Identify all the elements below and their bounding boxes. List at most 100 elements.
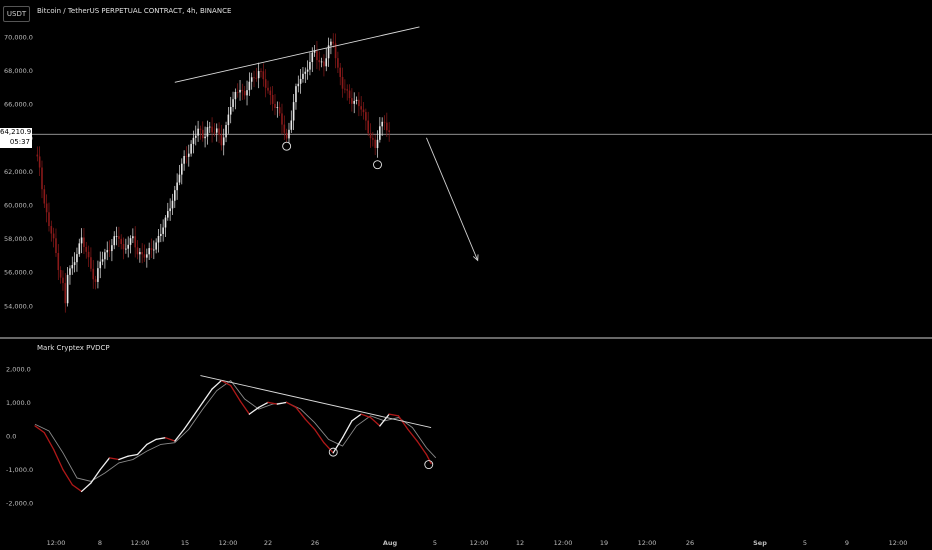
candle-down bbox=[241, 89, 244, 92]
candle-up bbox=[104, 252, 106, 260]
candle-up bbox=[239, 89, 241, 93]
x-tick-label: 12:00 bbox=[47, 539, 66, 547]
indicator-line-segment bbox=[248, 406, 260, 415]
candle-up bbox=[248, 81, 251, 91]
candle-down bbox=[362, 109, 365, 113]
indicator-line-segment bbox=[397, 415, 409, 430]
projection-arrow-head bbox=[472, 254, 479, 262]
candle-down bbox=[369, 133, 372, 139]
candle-down bbox=[64, 283, 67, 304]
candle-up bbox=[99, 261, 102, 269]
candle-up bbox=[66, 274, 69, 304]
last-price-value: 64,210.9 bbox=[0, 128, 32, 136]
candle-down bbox=[323, 61, 325, 67]
candle-up bbox=[227, 114, 230, 126]
candle-up bbox=[250, 77, 253, 82]
x-tick-label: 26 bbox=[311, 539, 319, 547]
indicator-line-segment bbox=[267, 401, 278, 405]
candle-up bbox=[106, 250, 109, 253]
indicator-line-segment bbox=[71, 484, 83, 493]
candle-down bbox=[372, 138, 374, 140]
candle-down bbox=[278, 107, 281, 114]
candle-down bbox=[365, 112, 367, 121]
candle-up bbox=[176, 182, 178, 191]
candle-up bbox=[313, 50, 316, 53]
indicator-line-segment bbox=[118, 455, 129, 461]
indicator-line-segment bbox=[379, 413, 390, 427]
candle-up bbox=[299, 78, 302, 84]
candle-up bbox=[174, 190, 176, 201]
candle-down bbox=[45, 203, 48, 213]
indicator-trendline bbox=[200, 375, 432, 429]
candle-up bbox=[376, 139, 379, 149]
candle-up bbox=[132, 236, 134, 239]
indicator-line-segment bbox=[239, 400, 251, 415]
candle-down bbox=[134, 236, 136, 248]
candle-down bbox=[201, 129, 204, 139]
candle-up bbox=[379, 126, 381, 140]
x-tick-label: 19 bbox=[600, 539, 608, 547]
candle-down bbox=[52, 233, 55, 239]
candle-up bbox=[215, 128, 218, 133]
candle-down bbox=[220, 134, 223, 146]
y-tick-label: 66,000.0 bbox=[4, 101, 33, 109]
candle-up bbox=[157, 235, 160, 243]
y-tick-label: 68,000.0 bbox=[4, 67, 33, 75]
indicator-y-tick-label: 0.0 bbox=[6, 433, 16, 441]
candle-up bbox=[139, 251, 141, 255]
candle-up bbox=[292, 102, 295, 121]
candle-up bbox=[325, 58, 328, 67]
candle-up bbox=[148, 248, 150, 255]
candle-up bbox=[353, 100, 356, 104]
indicator-line-segment bbox=[174, 428, 185, 442]
x-tick-label: 12:00 bbox=[554, 539, 573, 547]
projection-arrow-line bbox=[426, 137, 479, 261]
candle-up bbox=[206, 127, 209, 137]
indicator-line-segment bbox=[52, 448, 64, 471]
candle-down bbox=[346, 89, 349, 91]
candle-up bbox=[225, 125, 227, 138]
indicator-line-segment bbox=[146, 438, 157, 446]
candle-up bbox=[111, 245, 113, 252]
candle-up bbox=[302, 73, 304, 79]
y-tick-label: 70,000.0 bbox=[4, 34, 33, 42]
candle-up bbox=[169, 208, 171, 212]
candle-up bbox=[290, 120, 293, 130]
x-tick-label: 5 bbox=[433, 539, 437, 547]
currency-badge[interactable]: USDT bbox=[3, 6, 30, 22]
candle-down bbox=[334, 43, 337, 59]
candle-up bbox=[190, 143, 192, 154]
candle-down bbox=[57, 253, 60, 270]
candle-up bbox=[257, 71, 260, 79]
candle-up bbox=[129, 238, 132, 245]
candle-up bbox=[327, 45, 330, 59]
x-tick-label: 22 bbox=[264, 539, 272, 547]
indicator-line-segment bbox=[108, 457, 120, 461]
candle-down bbox=[341, 76, 344, 89]
candle-down bbox=[199, 128, 202, 130]
candle-up bbox=[73, 262, 76, 266]
candle-down bbox=[136, 247, 139, 255]
indicator-line-segment bbox=[136, 443, 148, 456]
x-tick-label: 12 bbox=[516, 539, 524, 547]
indicator-line-segment bbox=[425, 453, 432, 465]
indicator-signal-line bbox=[34, 379, 437, 482]
candle-down bbox=[360, 106, 362, 110]
candle-down bbox=[90, 257, 92, 269]
candle-down bbox=[211, 126, 213, 133]
candle-down bbox=[285, 132, 288, 139]
candle-down bbox=[62, 277, 64, 284]
candle-down bbox=[358, 99, 360, 107]
candle-down bbox=[264, 79, 267, 88]
x-tick-label: 12:00 bbox=[470, 539, 489, 547]
indicator-line-segment bbox=[230, 384, 241, 402]
indicator-line-segment bbox=[407, 428, 418, 442]
candle-up bbox=[222, 137, 225, 146]
indicator-line-segment bbox=[369, 416, 381, 427]
indicator-title: Mark Cryptex PVDCP bbox=[37, 344, 110, 352]
indicator-line-segment bbox=[155, 437, 167, 441]
candle-down bbox=[316, 50, 318, 61]
candle-down bbox=[367, 120, 369, 134]
indicator-line-segment bbox=[351, 413, 362, 422]
